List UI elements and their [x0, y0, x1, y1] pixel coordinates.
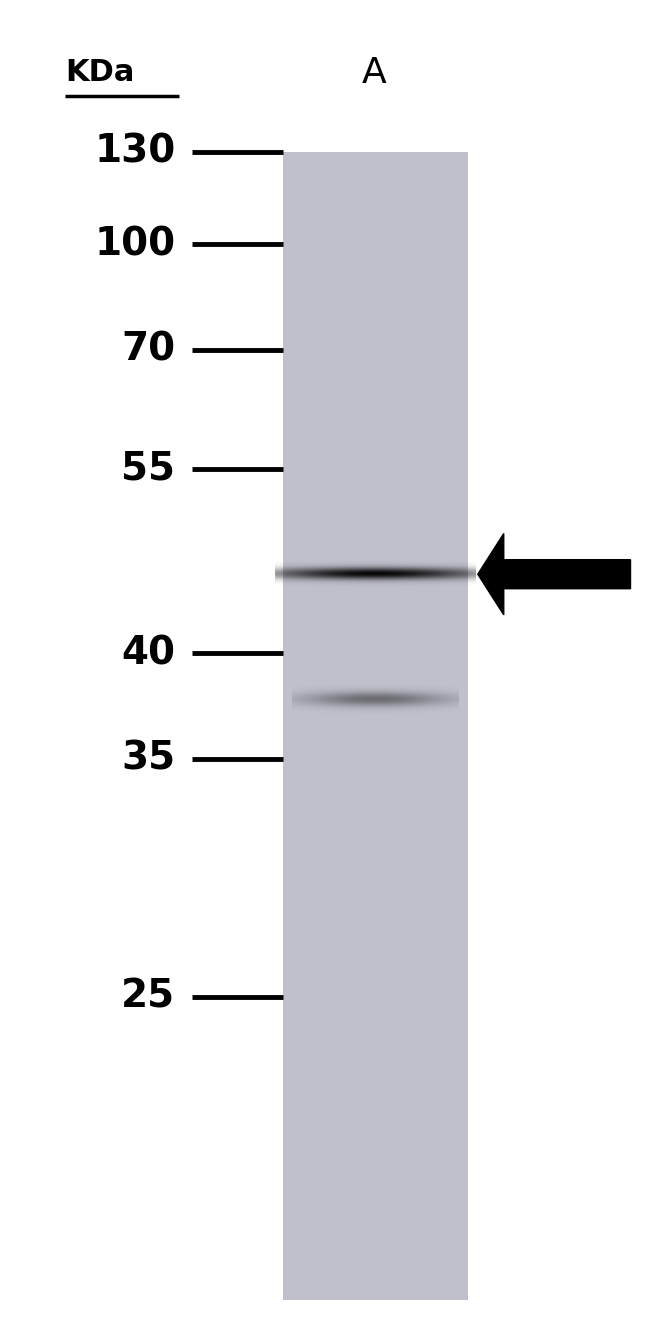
Text: 55: 55 [122, 450, 176, 487]
Text: A: A [361, 55, 386, 90]
Text: 70: 70 [122, 331, 176, 368]
FancyArrow shape [478, 533, 630, 615]
Text: 25: 25 [122, 978, 176, 1015]
Text: 100: 100 [94, 226, 176, 263]
Bar [283, 152, 468, 1300]
Text: 35: 35 [122, 741, 176, 777]
Text: 40: 40 [122, 635, 176, 672]
Text: 130: 130 [94, 133, 176, 170]
Text: KDa: KDa [65, 58, 135, 87]
